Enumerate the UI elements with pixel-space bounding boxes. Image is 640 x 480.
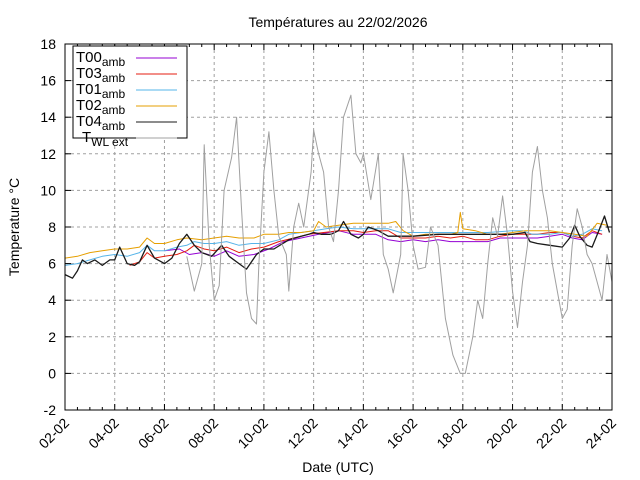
legend-label-subscript: amb: [102, 71, 126, 85]
y-tick-label: 2: [48, 329, 56, 345]
y-tick-label: 18: [40, 36, 56, 52]
y-tick-label: 4: [48, 292, 56, 308]
legend-label: T04amb: [76, 113, 126, 133]
legend-label-main: T02: [76, 97, 102, 114]
legend-label: TWL ext: [82, 129, 129, 149]
legend-entry: T02amb: [76, 97, 177, 117]
chart-title: Températures au 22/02/2026: [248, 14, 427, 30]
legend-label-subscript: amb: [102, 103, 126, 117]
legend-label: T03amb: [76, 65, 126, 85]
y-tick-label: 16: [40, 73, 56, 89]
legend-box: [72, 45, 188, 139]
series-line-t-wl-ext: [186, 94, 612, 374]
legend-label-main: T03: [76, 65, 102, 82]
legend-label: T02amb: [76, 97, 126, 117]
series-lines: [65, 94, 612, 374]
legend-entry: T01amb: [76, 81, 177, 101]
y-tick-label: -2: [44, 402, 57, 418]
legend-label-subscript: WL ext: [91, 135, 129, 149]
y-tick-label: 10: [40, 182, 56, 198]
series-line-t03-amb: [129, 230, 603, 266]
legend-label-main: T01: [76, 81, 102, 98]
legend-label-main: T: [82, 129, 91, 146]
series-line-t04-amb: [65, 215, 611, 279]
y-tick-label: 8: [48, 219, 56, 235]
legend-label-main: T00: [76, 49, 102, 66]
y-axis: -2 0 2 4 6 8 10 12 14 16 18: [40, 36, 612, 418]
legend-entry: T03amb: [76, 65, 177, 85]
legend-entry: T04amb: [76, 113, 177, 133]
y-tick-label: 12: [40, 146, 56, 162]
series-line-t02-amb: [65, 211, 608, 259]
y-tick-label: 0: [48, 365, 56, 381]
x-axis-label: Date (UTC): [302, 459, 374, 475]
legend-label: T00amb: [76, 49, 126, 69]
legend-label-main: T04: [76, 113, 102, 130]
y-tick-label: 6: [48, 256, 56, 272]
y-axis-label: Temperature °C: [6, 178, 22, 276]
legend-entry: T00amb: [76, 49, 177, 69]
legend-label-subscript: amb: [102, 119, 126, 133]
legend-label: T01amb: [76, 81, 126, 101]
y-tick-label: 14: [40, 109, 56, 125]
legend-label-subscript: amb: [102, 55, 126, 69]
legend-entry: TWL ext: [82, 129, 177, 149]
legend-label-subscript: amb: [102, 87, 126, 101]
